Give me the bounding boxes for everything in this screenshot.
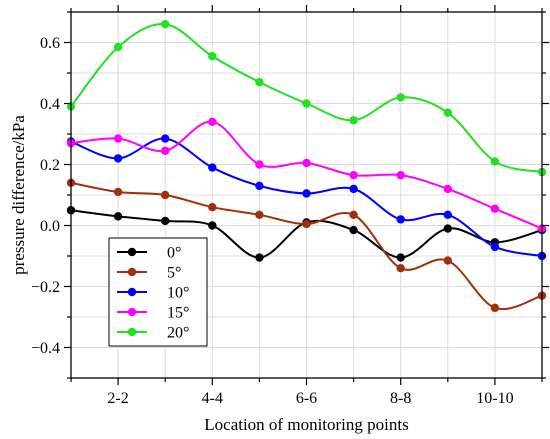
data-point — [443, 184, 452, 194]
data-point — [208, 163, 217, 172]
data-point — [208, 221, 217, 230]
data-point — [490, 157, 500, 166]
legend-swatch-marker — [127, 287, 137, 297]
x-tick-label: 6-6 — [296, 390, 317, 407]
data-point — [490, 242, 500, 252]
data-point — [443, 108, 452, 117]
data-point — [208, 117, 217, 127]
y-tick-label: 0.0 — [40, 218, 60, 235]
series-3 — [66, 117, 547, 233]
data-point — [255, 210, 264, 220]
legend-label: 5° — [167, 265, 181, 282]
legend-swatch-marker — [127, 327, 137, 337]
legend-item: 15° — [117, 305, 189, 322]
data-point — [396, 215, 405, 224]
data-point — [113, 134, 123, 143]
data-point — [443, 210, 452, 220]
legend-label: 15° — [167, 305, 189, 322]
data-point — [113, 42, 123, 52]
data-point — [161, 216, 170, 226]
legend-item: 20° — [117, 325, 189, 342]
data-point — [349, 210, 358, 220]
legend-item: 0° — [117, 245, 181, 262]
data-point — [302, 99, 311, 108]
legend-item: 10° — [117, 285, 189, 302]
data-point — [302, 189, 311, 198]
legend: 0° 5° 10° 15° 20° — [108, 237, 208, 347]
y-tick-label: 0.4 — [40, 96, 60, 113]
x-axis: 2-2 4-4 6-6 8-8 10-10 — [70, 5, 543, 407]
data-point — [113, 154, 123, 163]
legend-label: 10° — [167, 285, 189, 302]
data-point — [255, 160, 264, 169]
y-tick-label: −0.2 — [31, 279, 60, 296]
data-point — [161, 190, 170, 200]
y-tick-label: −0.4 — [31, 340, 60, 357]
x-tick-label: 8-8 — [390, 390, 411, 407]
data-point — [443, 256, 452, 265]
data-point — [255, 253, 264, 262]
x-tick-label: 4-4 — [202, 390, 223, 407]
data-point — [208, 52, 217, 61]
data-point — [396, 253, 405, 262]
legend-swatch-marker — [127, 247, 137, 257]
data-point — [161, 134, 170, 143]
data-point — [490, 303, 500, 313]
y-tick-label: 0.6 — [40, 35, 60, 52]
data-point — [396, 170, 405, 180]
y-axis-title: pressure difference/kPa — [9, 115, 28, 275]
x-axis-title: Location of monitoring points — [204, 415, 408, 434]
data-point — [255, 77, 264, 87]
legend-item: 5° — [117, 265, 181, 282]
legend-label: 0° — [167, 245, 181, 262]
data-point — [113, 187, 123, 197]
data-point — [302, 219, 311, 229]
data-point — [161, 20, 170, 29]
data-point — [349, 116, 358, 125]
data-point — [490, 204, 500, 213]
legend-swatch-marker — [127, 307, 137, 317]
data-point — [396, 93, 405, 102]
x-tick-label: 10-10 — [476, 390, 513, 407]
data-point — [443, 224, 452, 233]
legend-label: 20° — [167, 325, 189, 342]
x-tick-label: 2-2 — [107, 390, 128, 407]
legend-swatch-marker — [127, 267, 137, 277]
data-point — [302, 158, 311, 168]
data-point — [161, 146, 170, 155]
y-tick-label: 0.2 — [40, 157, 60, 174]
data-point — [396, 264, 405, 273]
data-point — [208, 203, 217, 212]
data-point — [255, 181, 264, 191]
data-point — [113, 212, 123, 221]
data-point — [349, 184, 358, 194]
y-axis: −0.4 −0.2 0.0 0.2 0.4 0.6 — [31, 11, 549, 379]
data-point — [349, 170, 358, 180]
data-point — [349, 225, 358, 235]
